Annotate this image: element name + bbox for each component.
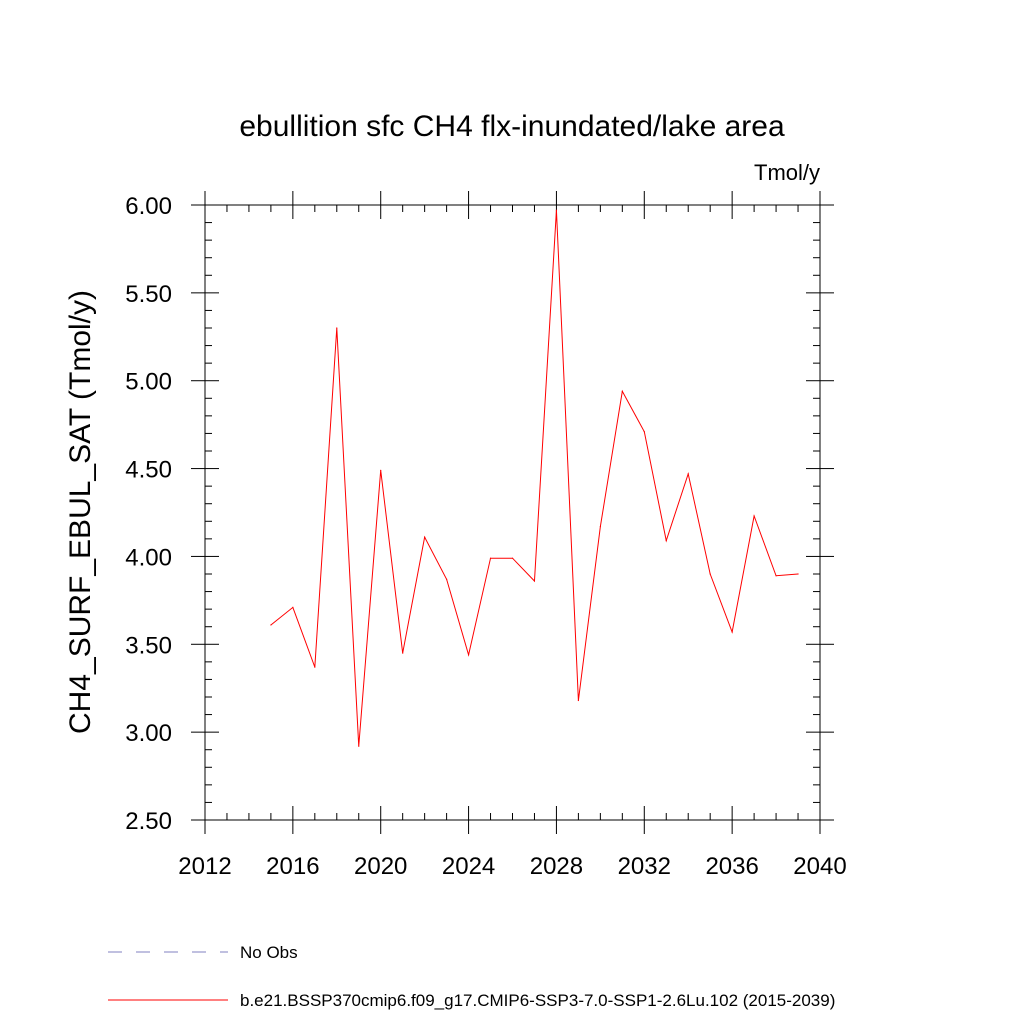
- legend-label: b.e21.BSSP370cmip6.f09_g17.CMIP6-SSP3-7.…: [240, 991, 835, 1010]
- data-point: [467, 654, 470, 656]
- y-tick-label: 6.00: [125, 193, 172, 220]
- data-point: [292, 606, 294, 608]
- x-tick-label: 2012: [178, 853, 231, 880]
- y-tick-label: 3.00: [125, 720, 172, 747]
- data-point: [314, 666, 316, 668]
- x-tick-label: 2032: [618, 853, 671, 880]
- data-point: [336, 327, 338, 329]
- x-tick-label: 2036: [705, 853, 758, 880]
- x-tick-label: 2040: [793, 853, 846, 880]
- data-point: [643, 431, 645, 433]
- data-point: [555, 209, 558, 211]
- data-point: [380, 469, 382, 471]
- units-label: Tmol/y: [754, 160, 820, 185]
- x-axis: 2012 2016 2020 2024 2028 2032 2036 2040: [178, 191, 847, 880]
- data-point: [709, 573, 711, 575]
- data-point: [424, 536, 426, 538]
- data-point: [797, 573, 799, 575]
- y-axis-label: CH4_SURF_EBUL_SAT (Tmol/y): [64, 290, 97, 734]
- data-point: [621, 390, 623, 392]
- x-tick-label: 2024: [442, 853, 495, 880]
- data-point: [753, 515, 755, 517]
- legend-label: No Obs: [240, 943, 298, 962]
- y-tick-label: 4.50: [125, 457, 172, 484]
- y-tick-label: 2.50: [125, 808, 172, 835]
- chart-title: ebullition sfc CH4 flx-inundated/lake ar…: [239, 110, 785, 143]
- y-tick-label: 4.00: [125, 544, 172, 571]
- y-tick-label: 5.00: [125, 369, 172, 396]
- data-point: [402, 652, 404, 654]
- x-tick-label: 2028: [530, 853, 583, 880]
- data-point: [533, 580, 536, 582]
- data-point: [687, 473, 689, 475]
- y-axis: 2.50 3.00 3.50 4.00 4.50 5.00 5.50 6.00: [125, 193, 834, 835]
- data-point: [731, 631, 733, 633]
- series-lines: [270, 209, 799, 747]
- x-tick-label: 2020: [354, 853, 407, 880]
- y-tick-label: 3.50: [125, 632, 172, 659]
- data-point: [489, 557, 492, 559]
- data-point: [599, 525, 601, 528]
- data-point: [358, 745, 360, 747]
- series-line-1: [270, 210, 799, 747]
- y-tick-label: 5.50: [125, 281, 172, 308]
- data-point: [270, 624, 272, 626]
- data-point: [446, 578, 448, 580]
- data-point: [775, 575, 777, 577]
- legend: No Obs b.e21.BSSP370cmip6.f09_g17.CMIP6-S…: [108, 943, 835, 1010]
- data-point: [577, 699, 579, 702]
- plot-frame: [204, 204, 821, 821]
- data-point: [511, 557, 514, 559]
- data-point: [665, 540, 667, 542]
- x-tick-label: 2016: [266, 853, 319, 880]
